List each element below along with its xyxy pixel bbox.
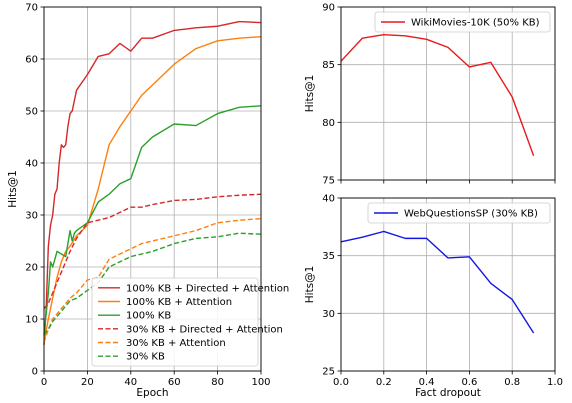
series-line-4	[43, 193, 262, 310]
x-tick-label: 0	[41, 377, 47, 388]
chart-panel-1: 0 20 40 60 80 100 0 10 20 30 40 50 60 70 Epoch Hits@1 10…	[7, 3, 289, 400]
legend-entry: WebQuestionsSP (30% KB)	[404, 209, 538, 220]
x-axis-label: Epoch	[136, 387, 168, 399]
series-line-2	[43, 35, 262, 343]
x-tick-label: 0.8	[504, 377, 520, 388]
legend-entry: 100% KB + Attention	[126, 297, 232, 308]
legend-entry: 100% KB	[126, 311, 171, 322]
legend: WikiMovies-10K (50% KB)	[374, 11, 551, 33]
series-line-3	[43, 105, 262, 335]
plot-frame	[340, 6, 556, 181]
legend-box	[367, 202, 551, 224]
series-line-1	[43, 20, 262, 346]
x-axis-label: Fact dropout	[415, 387, 481, 399]
legend-entry: 100% KB + Directed + Attention	[126, 283, 289, 294]
y-tick-label: 60	[25, 55, 38, 66]
x-tick-label: 80	[211, 377, 224, 388]
y-tick-label: 70	[25, 3, 38, 14]
y-tick-label: 50	[25, 107, 38, 118]
y-tick-label: 85	[322, 60, 335, 71]
legend: 100% KB + Directed + Attention 100% KB + …	[91, 277, 289, 367]
y-tick-label: 80	[322, 118, 335, 129]
legend-box	[374, 11, 551, 33]
y-tick-label: 20	[25, 263, 38, 274]
x-tick-label: 0.0	[333, 377, 349, 388]
plot-frame	[43, 6, 262, 372]
x-tick-label: 20	[81, 377, 94, 388]
y-tick-label: 30	[25, 211, 38, 222]
legend-entry: WikiMovies-10K (50% KB)	[411, 18, 540, 29]
legend: WebQuestionsSP (30% KB)	[367, 202, 551, 224]
x-tick-label: 0.6	[461, 377, 477, 388]
series-line-5	[43, 217, 262, 343]
x-tick-label: 40	[124, 377, 137, 388]
y-tick-label: 25	[322, 367, 335, 378]
x-tick-label: 1.0	[547, 377, 563, 388]
legend-entry: 30% KB + Directed + Attention	[126, 324, 283, 335]
x-tick-label: 0.2	[376, 377, 392, 388]
y-tick-label: 30	[322, 309, 335, 320]
legend-box	[91, 277, 259, 367]
y-tick-label: 40	[322, 194, 335, 205]
x-tick-label: 60	[168, 377, 181, 388]
y-tick-label: 35	[322, 251, 335, 262]
y-axis-label: Hits@1	[7, 170, 19, 208]
y-tick-label: 40	[25, 159, 38, 170]
y-tick-label: 75	[322, 176, 335, 187]
x-tick-label: 0.4	[419, 377, 435, 388]
legend-entry: 30% KB + Attention	[126, 338, 226, 349]
y-axis-label: Hits@1	[304, 75, 316, 113]
series-line-1	[340, 33, 535, 157]
plot-frame	[340, 197, 556, 372]
chart-panel-3: 0.0 0.2 0.4 0.6 0.8 1.0 25 30 35 40 Fact dropout Hi…	[304, 194, 563, 400]
legend-entry: 30% KB	[126, 352, 165, 363]
y-tick-label: 90	[322, 3, 335, 14]
y-tick-label: 0	[32, 367, 38, 378]
y-axis-label: Hits@1	[304, 266, 316, 304]
series-line-1	[340, 230, 535, 334]
series-line-6	[43, 232, 262, 336]
chart-panel-2: 75 80 85 90 Hits@1 WikiMovies-10K (50% KB)	[304, 3, 556, 187]
x-tick-label: 100	[251, 377, 270, 388]
y-tick-label: 10	[25, 315, 38, 326]
